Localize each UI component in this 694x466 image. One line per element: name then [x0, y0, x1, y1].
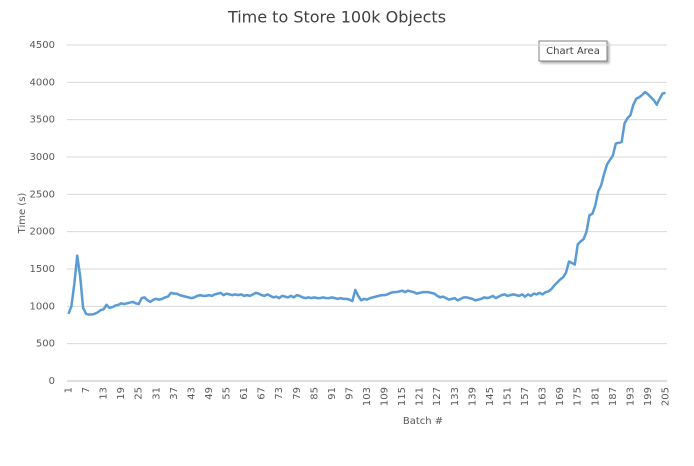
x-tick-label: 115 — [397, 387, 408, 406]
x-tick-label: 109 — [380, 387, 391, 406]
x-tick-label: 37 — [169, 387, 180, 400]
y-tick-label: 0 — [49, 376, 55, 387]
x-tick-label: 145 — [485, 387, 496, 406]
y-axis-label: Time (s) — [17, 193, 28, 235]
x-tick-label: 55 — [222, 387, 233, 400]
y-tick-label: 2500 — [30, 189, 55, 200]
x-tick-label: 163 — [538, 387, 549, 406]
x-tick-label: 1 — [63, 387, 74, 393]
x-tick-label: 61 — [239, 387, 250, 400]
x-tick-label: 175 — [573, 387, 584, 406]
x-tick-label: 121 — [415, 387, 426, 406]
x-tick-label: 19 — [116, 387, 127, 400]
x-tick-label: 13 — [99, 387, 110, 400]
x-tick-label: 103 — [362, 387, 373, 406]
x-tick-label: 49 — [204, 387, 215, 400]
x-tick-label: 7 — [81, 387, 92, 393]
y-tick-label: 500 — [36, 339, 55, 350]
chart-title: Time to Store 100k Objects — [227, 8, 446, 27]
x-tick-label: 31 — [151, 387, 162, 400]
x-tick-label: 127 — [432, 387, 443, 406]
x-tick-label: 181 — [590, 387, 601, 406]
x-axis-label: Batch # — [403, 416, 443, 427]
x-tick-label: 199 — [643, 387, 654, 406]
x-tick-label: 139 — [467, 387, 478, 406]
x-tick-label: 97 — [344, 387, 355, 400]
x-tick-label: 25 — [134, 387, 145, 400]
data-line — [67, 90, 666, 316]
y-tick-label: 2000 — [30, 227, 55, 238]
x-tick-label: 85 — [309, 387, 320, 400]
tooltip-box — [538, 40, 608, 62]
x-tick-label: 91 — [327, 387, 338, 400]
y-tick-label: 4000 — [30, 77, 55, 88]
x-tick-label: 151 — [502, 387, 513, 406]
y-tick-label: 1500 — [30, 264, 55, 275]
y-tick-label: 3500 — [30, 115, 55, 126]
x-tick-label: 79 — [292, 387, 303, 400]
x-tick-label: 187 — [608, 387, 619, 406]
y-tick-label: 3000 — [30, 152, 55, 163]
x-tick-label: 43 — [186, 387, 197, 400]
x-tick-label: 133 — [450, 387, 461, 406]
x-tick-label: 205 — [661, 387, 672, 406]
x-tick-label: 73 — [274, 387, 285, 400]
y-tick-label: 4500 — [30, 40, 55, 51]
x-tick-label: 193 — [625, 387, 636, 406]
x-tick-label: 169 — [555, 387, 566, 406]
x-tick-label: 157 — [520, 387, 531, 406]
x-tick-label: 67 — [257, 387, 268, 400]
tooltip-text: Chart Area — [546, 46, 600, 57]
y-tick-label: 1000 — [30, 301, 55, 312]
